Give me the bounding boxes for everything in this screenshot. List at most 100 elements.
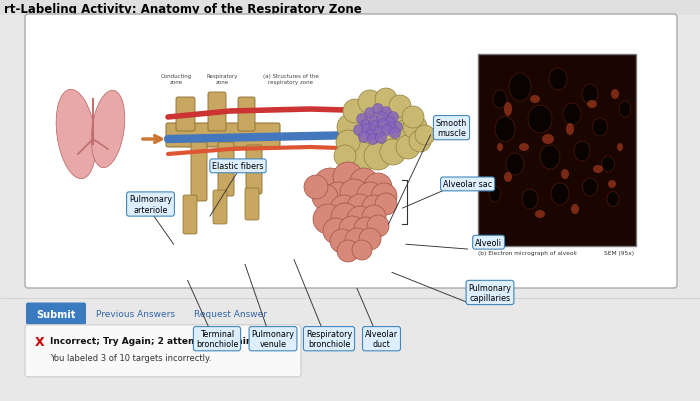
Ellipse shape — [489, 186, 501, 203]
Circle shape — [374, 127, 384, 138]
Ellipse shape — [91, 91, 125, 168]
Ellipse shape — [551, 184, 569, 205]
Circle shape — [359, 229, 381, 250]
Circle shape — [364, 174, 392, 201]
Text: (a) Structures of the
respiratory zone: (a) Structures of the respiratory zone — [262, 74, 318, 85]
Ellipse shape — [593, 166, 603, 174]
FancyBboxPatch shape — [0, 0, 700, 16]
Ellipse shape — [571, 205, 579, 215]
Circle shape — [375, 194, 397, 215]
Ellipse shape — [519, 144, 529, 152]
Text: Incorrect; Try Again; 2 attempts remaining: Incorrect; Try Again; 2 attempts remaini… — [50, 336, 268, 346]
Circle shape — [386, 123, 396, 134]
Circle shape — [330, 229, 354, 253]
Circle shape — [339, 217, 365, 242]
Text: Alveoli: Alveoli — [475, 238, 502, 247]
Circle shape — [362, 205, 386, 229]
Text: Alveolar sac: Alveolar sac — [443, 180, 492, 189]
Circle shape — [323, 219, 349, 244]
Circle shape — [368, 116, 379, 127]
Ellipse shape — [504, 103, 512, 117]
Ellipse shape — [506, 154, 524, 176]
Ellipse shape — [528, 106, 552, 134]
Ellipse shape — [607, 192, 619, 207]
FancyBboxPatch shape — [166, 124, 280, 148]
Circle shape — [382, 125, 393, 136]
Circle shape — [389, 96, 411, 118]
Ellipse shape — [592, 119, 608, 137]
Ellipse shape — [535, 211, 545, 219]
Circle shape — [365, 130, 377, 141]
Circle shape — [403, 116, 427, 140]
Circle shape — [354, 217, 378, 241]
FancyBboxPatch shape — [25, 325, 301, 377]
Circle shape — [361, 124, 372, 135]
FancyBboxPatch shape — [208, 93, 226, 132]
Circle shape — [347, 207, 373, 233]
Circle shape — [314, 168, 346, 200]
Circle shape — [358, 91, 382, 115]
FancyBboxPatch shape — [238, 98, 255, 132]
Circle shape — [380, 140, 406, 166]
Ellipse shape — [619, 102, 631, 118]
FancyBboxPatch shape — [25, 15, 677, 288]
Text: Submit: Submit — [36, 309, 76, 319]
Ellipse shape — [497, 144, 503, 152]
Circle shape — [330, 196, 358, 223]
FancyBboxPatch shape — [191, 143, 207, 201]
Text: Conducting
zone: Conducting zone — [161, 74, 192, 85]
Circle shape — [350, 168, 378, 196]
Circle shape — [368, 134, 379, 145]
Text: Smooth
muscle: Smooth muscle — [436, 119, 467, 138]
Circle shape — [345, 229, 369, 252]
Circle shape — [377, 119, 388, 130]
Text: X: X — [35, 336, 45, 348]
Ellipse shape — [504, 172, 512, 182]
Ellipse shape — [608, 180, 616, 188]
Circle shape — [312, 184, 338, 211]
Text: Alveolar
duct: Alveolar duct — [365, 329, 398, 348]
Text: (b) Electron micrograph of alveoli: (b) Electron micrograph of alveoli — [478, 250, 577, 255]
Circle shape — [313, 205, 343, 235]
Circle shape — [371, 184, 397, 209]
Ellipse shape — [561, 170, 569, 180]
Circle shape — [323, 182, 353, 213]
Ellipse shape — [611, 90, 619, 100]
Circle shape — [402, 107, 424, 129]
Circle shape — [364, 143, 392, 170]
Ellipse shape — [566, 124, 574, 136]
Circle shape — [384, 117, 395, 128]
FancyBboxPatch shape — [26, 303, 86, 325]
Ellipse shape — [509, 74, 531, 102]
Circle shape — [381, 107, 391, 118]
Circle shape — [415, 126, 435, 146]
Circle shape — [389, 128, 400, 139]
Ellipse shape — [542, 135, 554, 145]
Ellipse shape — [563, 104, 581, 126]
Circle shape — [356, 114, 368, 125]
FancyBboxPatch shape — [218, 143, 234, 196]
Circle shape — [304, 176, 328, 200]
Circle shape — [354, 125, 365, 136]
Text: Respiratory
bronchiole: Respiratory bronchiole — [306, 329, 352, 348]
Circle shape — [376, 125, 404, 153]
Circle shape — [337, 241, 359, 262]
Text: Pulmonary
venule: Pulmonary venule — [251, 329, 295, 348]
Circle shape — [375, 133, 386, 144]
FancyBboxPatch shape — [213, 190, 227, 225]
FancyBboxPatch shape — [478, 55, 636, 246]
Ellipse shape — [617, 144, 623, 152]
Circle shape — [342, 110, 378, 146]
Circle shape — [391, 122, 402, 133]
Circle shape — [381, 109, 411, 139]
Circle shape — [392, 121, 418, 147]
Circle shape — [364, 96, 396, 128]
Ellipse shape — [549, 69, 567, 91]
Circle shape — [337, 115, 363, 141]
Ellipse shape — [530, 96, 540, 104]
FancyBboxPatch shape — [176, 98, 195, 132]
Circle shape — [360, 120, 372, 131]
Circle shape — [357, 182, 383, 209]
Text: Pulmonary
capillaries: Pulmonary capillaries — [468, 283, 512, 302]
FancyBboxPatch shape — [245, 188, 259, 221]
